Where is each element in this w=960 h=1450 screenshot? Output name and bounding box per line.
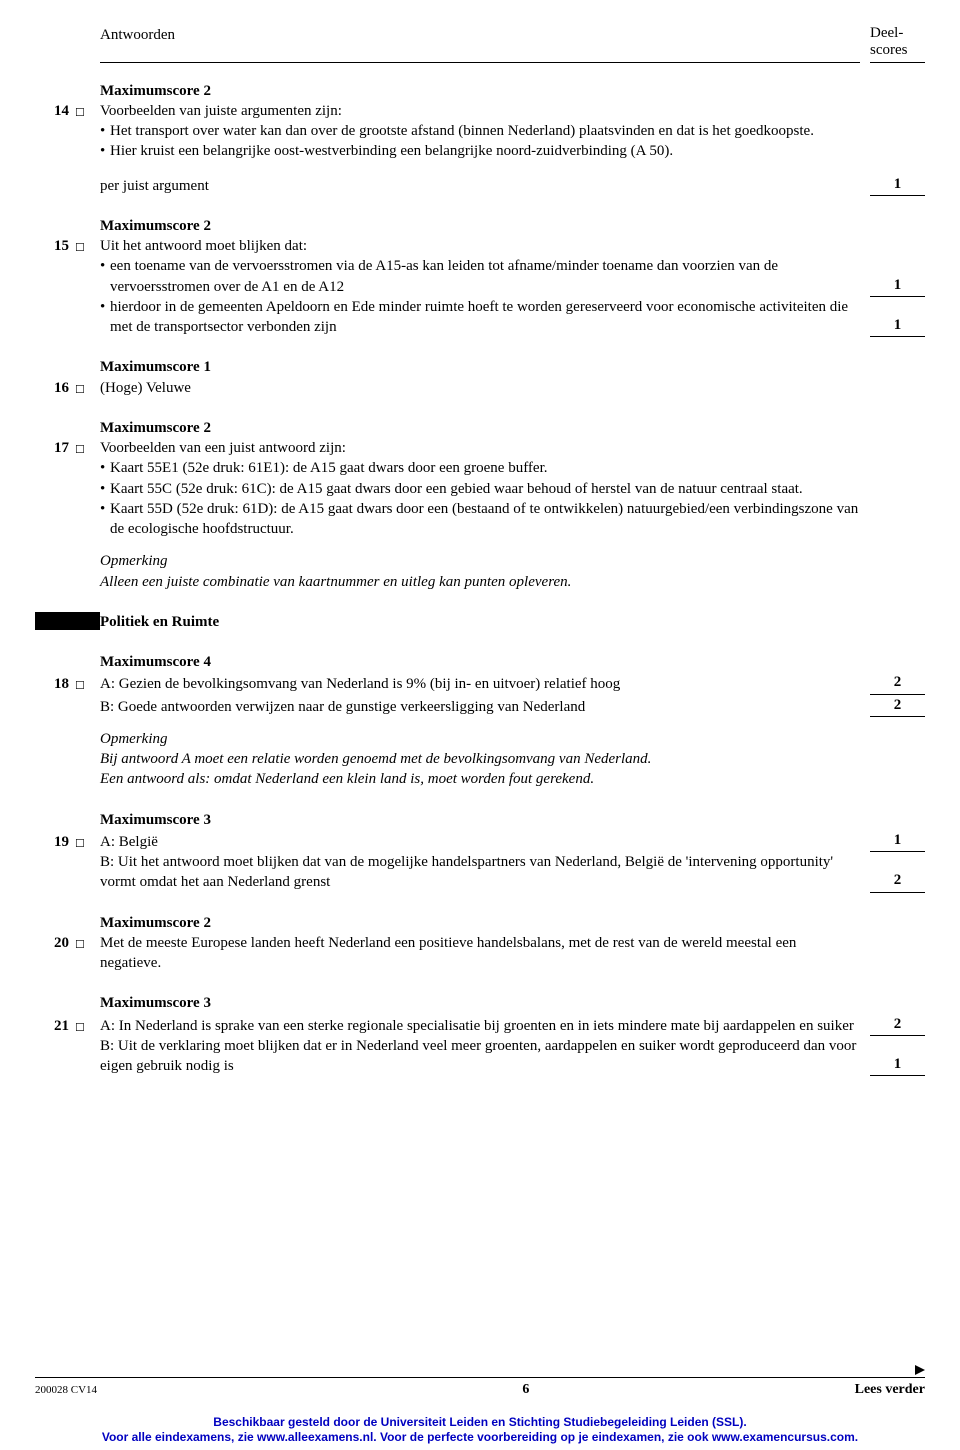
bullet-icon: • — [100, 256, 110, 297]
q18-opmerking-h: Opmerking — [100, 729, 860, 749]
q20-a: Met de meeste Europese landen heeft Nede… — [100, 933, 860, 974]
q17-bullet2: Kaart 55C (52e druk: 61C): de A15 gaat d… — [110, 479, 860, 499]
credits: Beschikbaar gesteld door de Universiteit… — [0, 1415, 960, 1445]
q17-intro: Voorbeelden van een juist antwoord zijn: — [100, 438, 860, 458]
q21-maxscore: Maximumscore 3 — [100, 993, 860, 1013]
triangle-right-icon — [915, 1365, 925, 1375]
footer-code: 200028 CV14 — [35, 1383, 97, 1398]
footer-page: 6 — [522, 1381, 529, 1400]
q19-score-b: 2 — [870, 870, 925, 892]
q17-opmerking: Alleen een juiste combinatie van kaartnu… — [100, 572, 860, 592]
q20-maxscore: Maximumscore 2 — [100, 913, 860, 933]
q18-b: B: Goede antwoorden verwijzen naar de gu… — [100, 697, 860, 717]
q16-answer: (Hoge) Veluwe — [100, 378, 860, 398]
q21-a: A: In Nederland is sprake van een sterke… — [100, 1016, 860, 1036]
q18-opmerking2: Een antwoord als: omdat Nederland een kl… — [100, 769, 860, 789]
checkbox-icon — [75, 438, 100, 458]
q15-intro: Uit het antwoord moet blijken dat: — [100, 236, 860, 256]
header-left: Antwoorden — [100, 25, 860, 63]
header-right-l1: Deel- — [870, 25, 903, 41]
q15-score2: 1 — [870, 315, 925, 337]
bullet-icon: • — [100, 458, 110, 478]
header-right-l2: scores — [870, 42, 908, 58]
q14-score: 1 — [870, 174, 925, 196]
checkbox-icon — [75, 1016, 100, 1036]
q14-number: 14 — [35, 101, 75, 121]
q21-number: 21 — [35, 1016, 75, 1036]
footer-lees-verder: Lees verder — [855, 1381, 925, 1400]
section-bar-icon — [35, 612, 100, 630]
checkbox-icon — [75, 674, 100, 694]
q19-a: A: België — [100, 832, 860, 852]
bullet-icon: • — [100, 297, 110, 338]
q14-maxscore: Maximumscore 2 — [100, 81, 860, 101]
q15-bullet1: een toename van de vervoersstromen via d… — [110, 256, 860, 297]
q21-score-a: 2 — [870, 1014, 925, 1036]
credits-line1: Beschikbaar gesteld door de Universiteit… — [0, 1415, 960, 1430]
checkbox-icon — [75, 378, 100, 398]
q19-score-a: 1 — [870, 830, 925, 852]
footer: 200028 CV14 6 Lees verder — [35, 1365, 925, 1400]
q18-number: 18 — [35, 674, 75, 694]
q19-b: B: Uit het antwoord moet blijken dat van… — [100, 852, 860, 893]
q18-score-a: 2 — [870, 672, 925, 694]
credits-line2: Voor alle eindexamens, zie www.alleexame… — [0, 1430, 960, 1445]
q16-maxscore: Maximumscore 1 — [100, 357, 860, 377]
section-title: Politiek en Ruimte — [100, 612, 925, 632]
bullet-icon: • — [100, 121, 110, 141]
q19-maxscore: Maximumscore 3 — [100, 810, 860, 830]
q15-bullet2: hierdoor in de gemeenten Apeldoorn en Ed… — [110, 297, 860, 338]
q17-bullet1: Kaart 55E1 (52e druk: 61E1): de A15 gaat… — [110, 458, 860, 478]
q17-bullet3: Kaart 55D (52e druk: 61D): de A15 gaat d… — [110, 499, 860, 540]
q18-score-b: 2 — [870, 695, 925, 717]
q16-number: 16 — [35, 378, 75, 398]
checkbox-icon — [75, 101, 100, 121]
checkbox-icon — [75, 933, 100, 953]
q21-score-b: 1 — [870, 1054, 925, 1076]
q18-opmerking1: Bij antwoord A moet een relatie worden g… — [100, 749, 860, 769]
bullet-icon: • — [100, 499, 110, 540]
bullet-icon: • — [100, 141, 110, 161]
q14-bullet2: Hier kruist een belangrijke oost-westver… — [110, 141, 860, 161]
q15-score1: 1 — [870, 275, 925, 297]
q18-a: A: Gezien de bevolkingsomvang van Nederl… — [100, 674, 860, 694]
q17-opmerking-h: Opmerking — [100, 551, 860, 571]
q19-number: 19 — [35, 832, 75, 852]
q18-maxscore: Maximumscore 4 — [100, 652, 860, 672]
q20-number: 20 — [35, 933, 75, 953]
bullet-icon: • — [100, 479, 110, 499]
q14-per: per juist argument — [100, 176, 860, 196]
q14-intro: Voorbeelden van juiste argumenten zijn: — [100, 101, 860, 121]
q15-maxscore: Maximumscore 2 — [100, 216, 860, 236]
checkbox-icon — [75, 832, 100, 852]
header-right: Deel- scores — [870, 25, 925, 63]
header: Antwoorden Deel- scores — [100, 25, 925, 63]
checkbox-icon — [75, 236, 100, 256]
q17-maxscore: Maximumscore 2 — [100, 418, 860, 438]
q21-b: B: Uit de verklaring moet blijken dat er… — [100, 1036, 860, 1077]
q15-number: 15 — [35, 236, 75, 256]
q17-number: 17 — [35, 438, 75, 458]
q14-bullet1: Het transport over water kan dan over de… — [110, 121, 860, 141]
